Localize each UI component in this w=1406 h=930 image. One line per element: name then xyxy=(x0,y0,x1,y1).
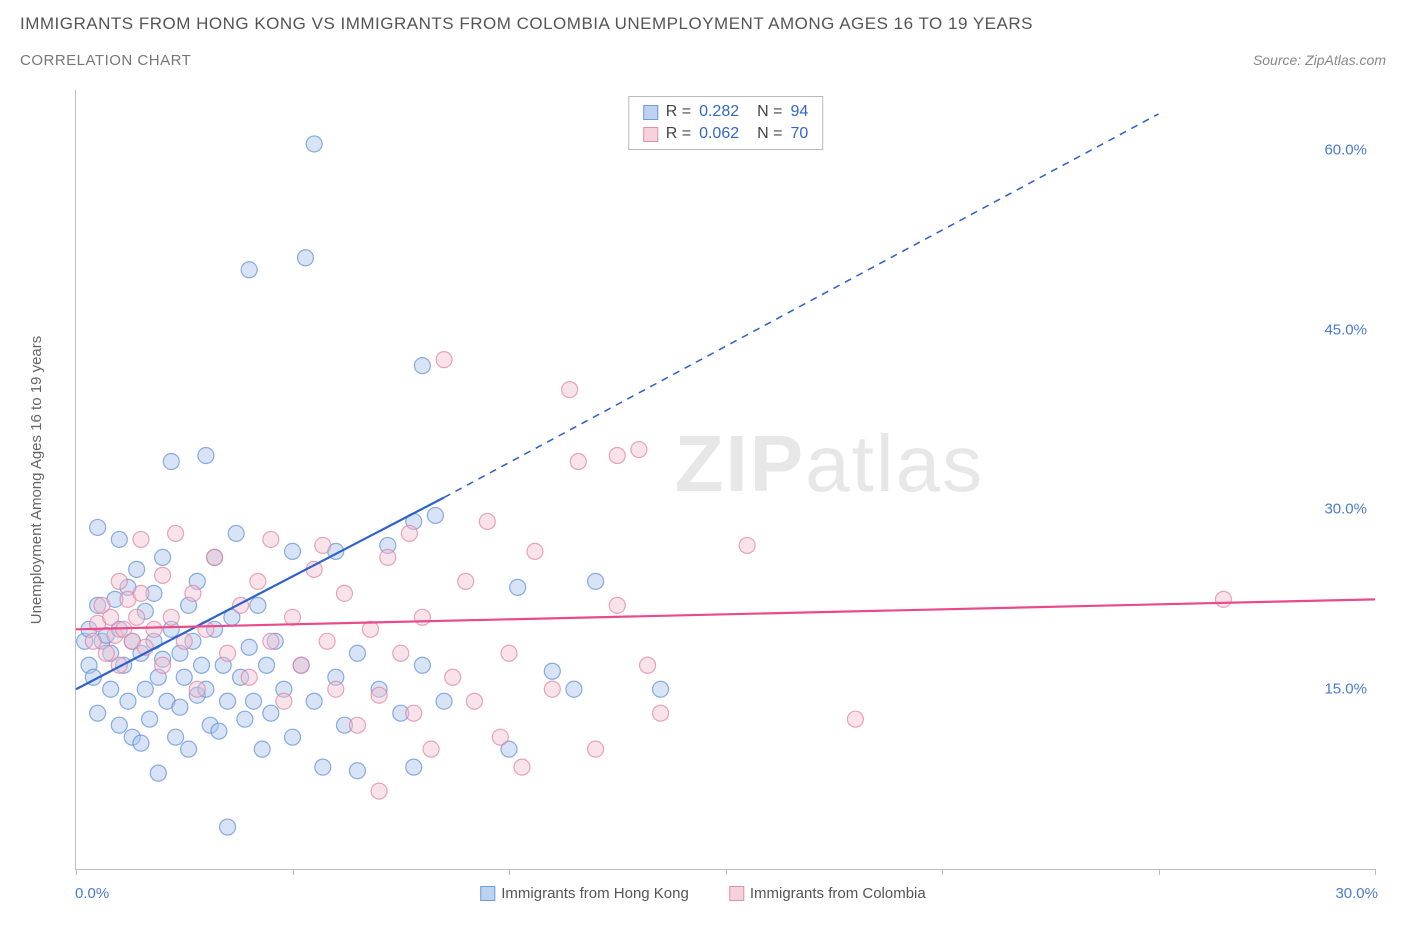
legend-item-co: Immigrants from Colombia xyxy=(729,885,926,902)
legend-bottom: Immigrants from Hong Kong Immigrants fro… xyxy=(480,885,925,902)
source-attribution: Source: ZipAtlas.com xyxy=(1253,52,1386,68)
page-title: IMMIGRANTS FROM HONG KONG VS IMMIGRANTS … xyxy=(20,14,1386,34)
y-tick-label: 45.0% xyxy=(1324,321,1367,338)
stats-legend-box: R =0.282 N =94 R =0.062 N =70 xyxy=(628,96,824,150)
chart-subtitle: CORRELATION CHART xyxy=(20,52,191,69)
legend-swatch-co xyxy=(729,886,744,901)
swatch-co xyxy=(643,127,658,142)
legend-item-hk: Immigrants from Hong Kong xyxy=(480,885,689,902)
y-tick-label: 30.0% xyxy=(1324,501,1367,518)
chart-container: Unemployment Among Ages 16 to 19 years Z… xyxy=(20,90,1386,910)
plot-area: ZIPatlas R =0.282 N =94 R =0.062 N =70 1… xyxy=(75,90,1375,870)
x-axis-min-label: 0.0% xyxy=(75,885,109,902)
stats-row-co: R =0.062 N =70 xyxy=(629,123,823,145)
x-axis-max-label: 30.0% xyxy=(1335,885,1378,902)
stats-row-hk: R =0.282 N =94 xyxy=(629,101,823,123)
legend-swatch-hk xyxy=(480,886,495,901)
swatch-hk xyxy=(643,105,658,120)
scatter-svg xyxy=(76,90,1375,869)
y-tick-label: 60.0% xyxy=(1324,141,1367,158)
y-tick-label: 15.0% xyxy=(1324,681,1367,698)
y-axis-label: Unemployment Among Ages 16 to 19 years xyxy=(28,336,45,625)
